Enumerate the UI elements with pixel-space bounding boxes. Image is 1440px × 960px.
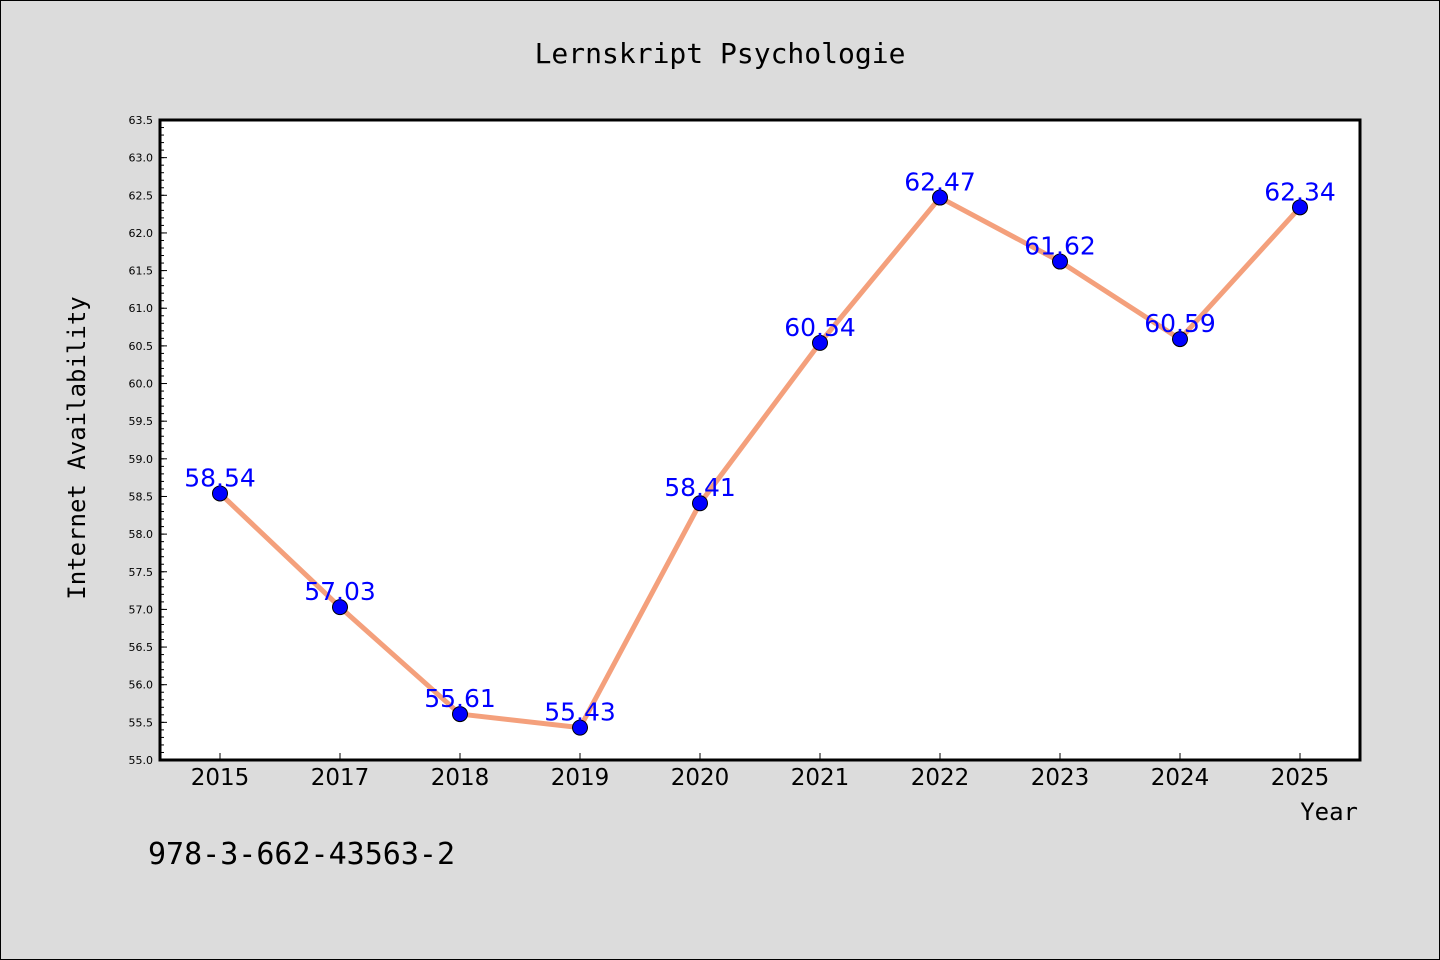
x-tick-label: 2024 <box>1151 765 1210 791</box>
y-tick-label: 60.5 <box>129 340 154 353</box>
x-tick-label: 2017 <box>311 765 370 791</box>
x-tick-label: 2020 <box>671 765 730 791</box>
data-label: 62.34 <box>1264 177 1336 206</box>
data-point <box>1172 331 1188 348</box>
x-tick-label: 2018 <box>431 765 490 791</box>
data-point <box>572 719 588 736</box>
y-tick-label: 62.0 <box>129 227 154 240</box>
y-tick-label: 58.5 <box>129 490 154 503</box>
data-point <box>212 485 228 502</box>
y-tick-label: 62.5 <box>129 189 154 202</box>
y-tick-label: 61.0 <box>129 302 154 315</box>
y-tick-label: 57.5 <box>129 566 154 579</box>
y-axis-label: Internet Availability <box>63 296 91 599</box>
y-tick-label: 59.0 <box>129 453 154 466</box>
data-label: 62.47 <box>904 168 976 197</box>
data-label: 60.54 <box>784 313 856 342</box>
x-axis-label: Year <box>1300 798 1358 826</box>
series-line <box>218 195 1302 731</box>
data-label: 60.59 <box>1144 309 1216 338</box>
data-label: 55.43 <box>544 698 616 727</box>
data-label: 55.61 <box>424 684 496 713</box>
data-point <box>1052 253 1068 270</box>
x-tick-label: 2021 <box>791 765 850 791</box>
y-tick-label: 58.0 <box>129 528 154 541</box>
data-point <box>812 334 828 351</box>
data-label: 57.03 <box>304 577 376 606</box>
y-tick-label: 55.0 <box>129 754 154 767</box>
y-tick-label: 61.5 <box>129 265 154 278</box>
data-label: 58.54 <box>184 463 256 492</box>
x-tick-label: 2019 <box>551 765 610 791</box>
y-tick-label: 56.5 <box>129 641 154 654</box>
x-tick-label: 2025 <box>1271 765 1330 791</box>
y-tick-label: 63.5 <box>129 114 154 127</box>
data-labels-group: 58.54 57.03 55.61 55.43 58.41 60.54 62.47 61.62… <box>184 168 1336 727</box>
x-tick-label: 2015 <box>191 765 250 791</box>
data-label: 58.41 <box>664 473 736 502</box>
plot-area <box>158 118 1362 762</box>
x-tick-label: 2022 <box>911 765 970 791</box>
markers-group <box>212 189 1308 736</box>
data-point <box>452 706 468 723</box>
isbn-text: 978-3-662-43563-2 <box>148 837 455 872</box>
chart-title: Lernskript Psychologie <box>535 37 906 70</box>
y-tick-label: 63.0 <box>129 152 154 165</box>
y-tick-label: 60.0 <box>129 378 154 391</box>
data-point <box>1292 199 1308 216</box>
series-line-group <box>218 195 1302 731</box>
data-point <box>932 189 948 206</box>
x-tick-label: 2023 <box>1031 765 1090 791</box>
data-point <box>332 599 348 616</box>
data-label: 61.62 <box>1024 232 1096 261</box>
y-tick-label: 55.5 <box>129 716 154 729</box>
y-tick-label: 56.0 <box>129 679 154 692</box>
x-axis: 2015 2017 2018 2019 2020 2021 2022 2023 2024 2025 <box>191 753 1330 791</box>
y-tick-label: 57.0 <box>129 603 154 616</box>
y-tick-label: 59.5 <box>129 415 154 428</box>
data-point <box>692 495 708 512</box>
y-axis: 55.0 55.5 56.0 56.5 57.0 57.5 58.0 58.5 59.0 59.5… <box>129 114 167 767</box>
